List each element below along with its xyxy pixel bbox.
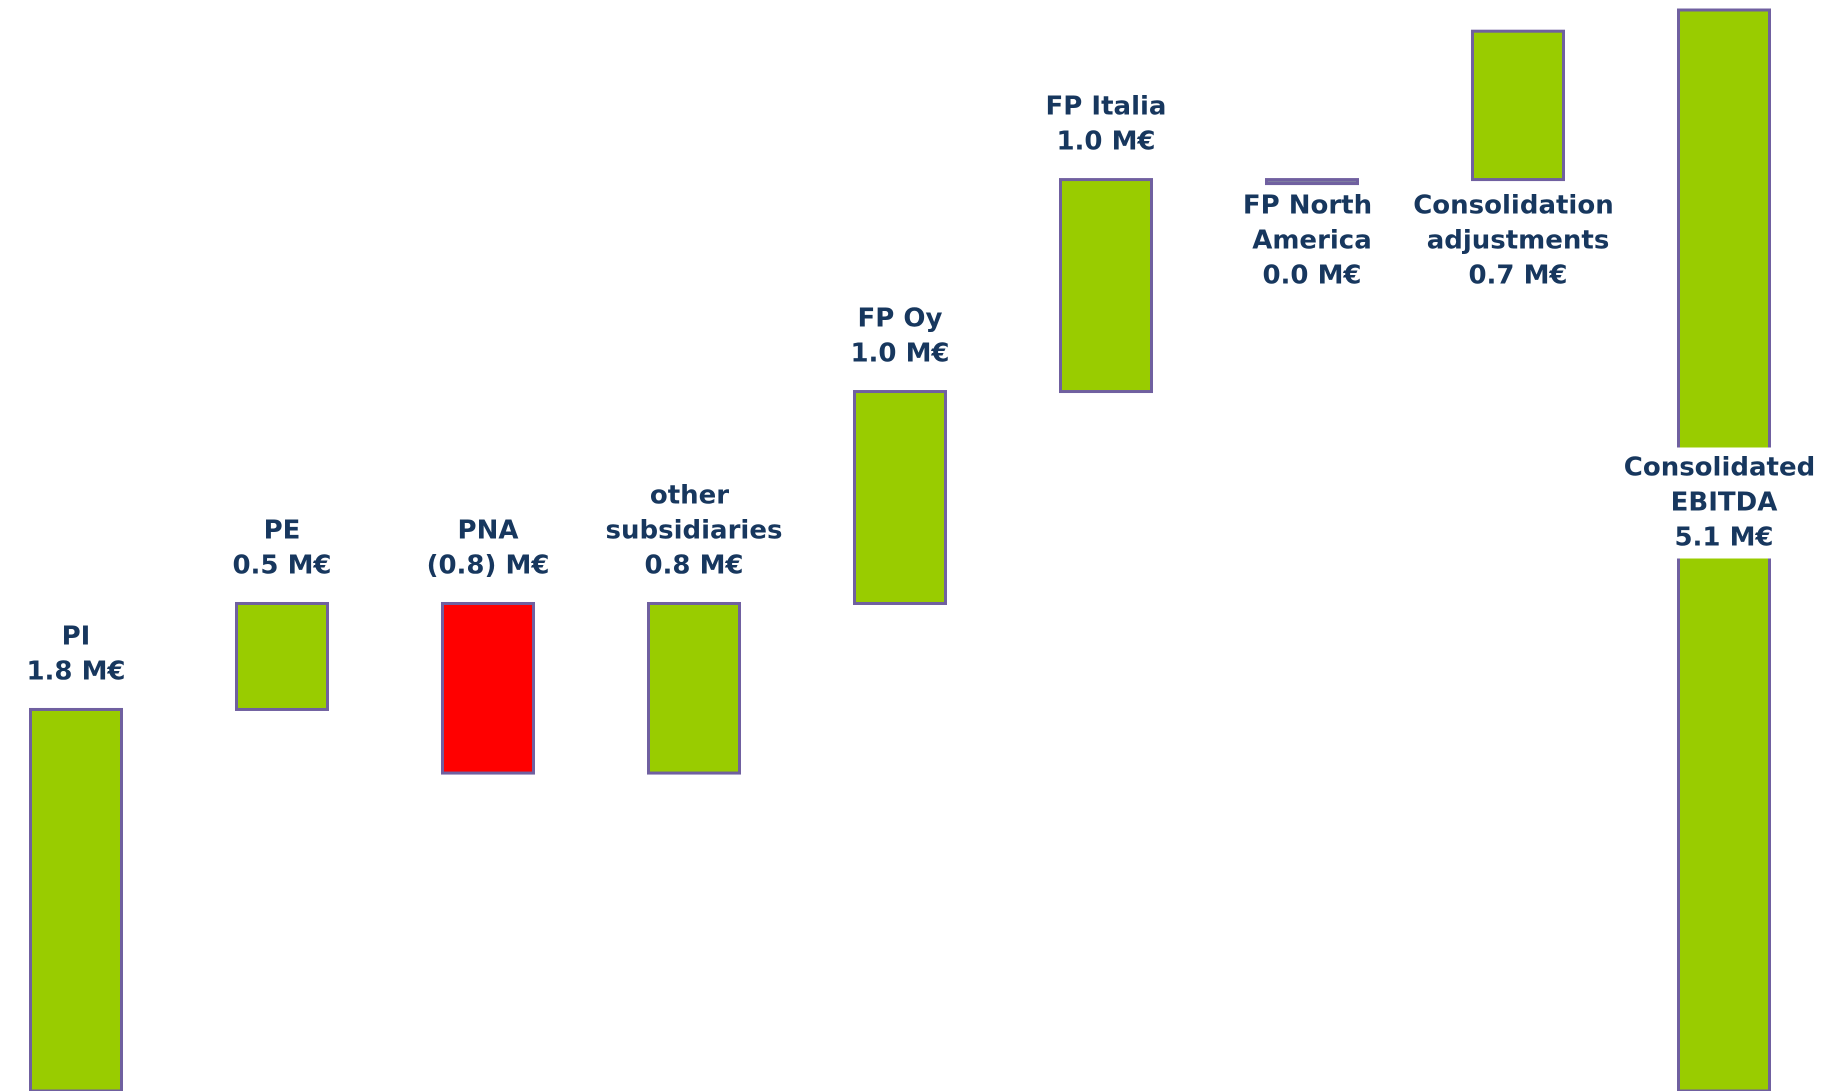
value-label: 1.0 M€ xyxy=(1056,127,1155,157)
label-line: subsidiaries xyxy=(606,515,783,545)
label-line: FP North xyxy=(1243,191,1381,221)
label-line: PI xyxy=(62,621,91,651)
category-label: Consolidated EBITDA xyxy=(1624,453,1825,518)
label-line: adjustments xyxy=(1427,226,1610,256)
category-label: PI xyxy=(62,621,91,651)
label-line: Consolidation xyxy=(1413,191,1623,221)
value-label: 1.8 M€ xyxy=(26,656,125,686)
bar xyxy=(853,390,947,605)
category-label: Consolidation adjustments xyxy=(1413,191,1623,256)
label-background xyxy=(1614,447,1834,559)
category-label: FP Oy xyxy=(858,304,943,334)
label-line: EBITDA xyxy=(1671,488,1778,518)
value-label: (0.8) M€ xyxy=(427,550,550,580)
bar xyxy=(1471,29,1565,182)
label-line: FP Italia xyxy=(1046,92,1167,122)
bar xyxy=(29,707,123,1091)
bar xyxy=(1059,178,1153,394)
category-label: other subsidiaries xyxy=(606,480,783,545)
bar xyxy=(647,601,741,775)
label-line: America xyxy=(1252,226,1372,256)
category-label: PE xyxy=(264,515,301,545)
label-line: PNA xyxy=(458,515,519,545)
label-line: PE xyxy=(264,515,301,545)
bar xyxy=(235,601,329,711)
category-label: FP North America xyxy=(1243,191,1381,256)
label-line: Consolidated xyxy=(1624,453,1825,483)
value-label: 0.0 M€ xyxy=(1262,261,1361,291)
value-label: 0.8 M€ xyxy=(644,550,743,580)
value-label: 0.7 M€ xyxy=(1468,261,1567,291)
category-label: FP Italia xyxy=(1046,92,1167,122)
category-label: PNA xyxy=(458,515,519,545)
label-line: FP Oy xyxy=(858,304,943,334)
bar xyxy=(1265,178,1359,186)
value-label: 1.0 M€ xyxy=(850,339,949,369)
label-line: other xyxy=(650,480,738,510)
value-label: 0.5 M€ xyxy=(232,550,331,580)
bar xyxy=(441,601,535,775)
value-label: 5.1 M€ xyxy=(1674,523,1773,553)
